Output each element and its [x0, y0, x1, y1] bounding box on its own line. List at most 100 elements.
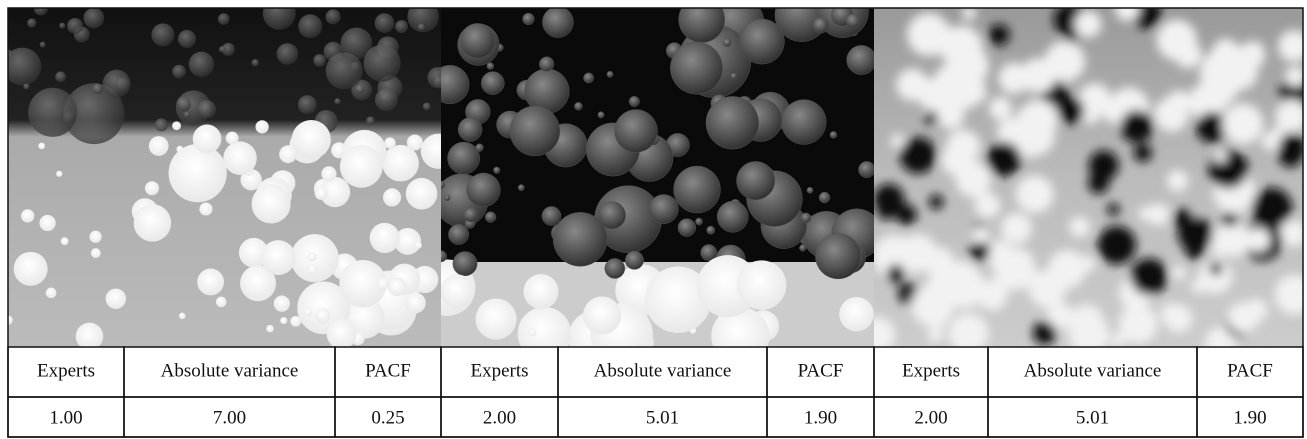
bubble — [517, 306, 572, 347]
bubble — [315, 308, 331, 324]
column-header: Absolute variance — [594, 360, 732, 381]
bubble — [846, 45, 874, 75]
bubble — [279, 145, 297, 164]
bubble — [217, 13, 230, 25]
bubble — [314, 186, 328, 200]
blob — [1279, 219, 1303, 247]
bubble — [276, 43, 299, 65]
bubble — [39, 214, 56, 232]
bubble — [542, 8, 574, 38]
bubble — [452, 251, 478, 277]
bubble — [466, 172, 501, 207]
blob — [1069, 216, 1090, 238]
blob — [1130, 258, 1168, 296]
bubble — [197, 100, 217, 119]
blob — [985, 240, 1014, 269]
blob — [1057, 96, 1085, 124]
blob — [928, 194, 944, 210]
blob — [1120, 109, 1154, 143]
blob — [895, 204, 917, 226]
bubble — [23, 83, 30, 90]
blob — [907, 12, 951, 57]
bubble — [8, 47, 42, 86]
bubble — [420, 133, 441, 169]
bubble — [800, 212, 812, 224]
bubble — [457, 117, 483, 142]
blob — [1284, 285, 1303, 304]
bubble — [154, 118, 168, 132]
bubble — [648, 194, 679, 224]
blob — [1048, 249, 1087, 288]
bubble — [722, 38, 732, 48]
cell-value: 1.90 — [1233, 407, 1266, 428]
blob — [1278, 30, 1303, 63]
bubble — [523, 274, 559, 310]
bubble — [192, 124, 222, 154]
blob — [927, 273, 952, 298]
bubble — [184, 111, 191, 118]
column-header: Absolute variance — [1024, 360, 1162, 381]
blob — [1131, 8, 1162, 29]
bubble — [670, 41, 723, 95]
bubble — [340, 27, 373, 60]
column-header: Experts — [470, 360, 528, 381]
bubble — [223, 141, 257, 175]
blob — [1212, 225, 1239, 252]
bubble — [188, 51, 215, 77]
bubble — [644, 266, 712, 333]
bubble — [273, 295, 290, 312]
cell-value: 1.90 — [804, 407, 837, 428]
bubble — [406, 134, 423, 151]
bubble — [447, 141, 480, 175]
blob — [874, 183, 905, 215]
blob — [899, 233, 938, 273]
bubble — [441, 274, 474, 309]
bubble — [240, 265, 277, 302]
bubble — [197, 268, 225, 296]
bubble — [297, 95, 317, 115]
bubble — [369, 222, 400, 254]
column-header: Experts — [37, 360, 95, 381]
bubble — [552, 212, 608, 267]
blob — [916, 145, 931, 160]
bubble — [92, 83, 103, 95]
bubble — [334, 98, 341, 105]
bubble — [829, 131, 838, 139]
blob — [1078, 83, 1112, 117]
blob — [955, 85, 979, 109]
bubble — [355, 84, 365, 94]
blob — [1227, 302, 1259, 334]
bubble — [374, 88, 398, 112]
bubble — [319, 176, 351, 208]
bubble — [75, 322, 104, 347]
bubble — [486, 62, 495, 70]
blob — [1206, 73, 1238, 105]
blob — [1107, 203, 1120, 216]
bubble — [325, 52, 363, 90]
bubble — [105, 288, 127, 309]
bubble — [290, 315, 302, 327]
bubble — [298, 14, 323, 39]
bubble — [199, 202, 213, 216]
blob — [1068, 314, 1110, 347]
bubble — [443, 194, 451, 202]
blob — [1285, 66, 1303, 87]
bubble — [484, 211, 497, 223]
column-header: Absolute variance — [161, 360, 299, 381]
blob — [1222, 212, 1238, 228]
bubble — [839, 296, 874, 332]
bubble — [83, 8, 105, 29]
bubble — [339, 144, 383, 188]
bubble — [33, 8, 48, 16]
bubble — [781, 99, 827, 145]
column-header: Experts — [902, 360, 960, 381]
bubble — [321, 166, 337, 182]
blob — [937, 102, 965, 130]
bubble — [625, 250, 644, 270]
bubble — [493, 166, 501, 174]
bubble — [45, 287, 57, 299]
bubble — [427, 66, 441, 89]
blob — [1272, 125, 1285, 138]
bubble — [102, 69, 131, 98]
blob — [1166, 170, 1189, 192]
